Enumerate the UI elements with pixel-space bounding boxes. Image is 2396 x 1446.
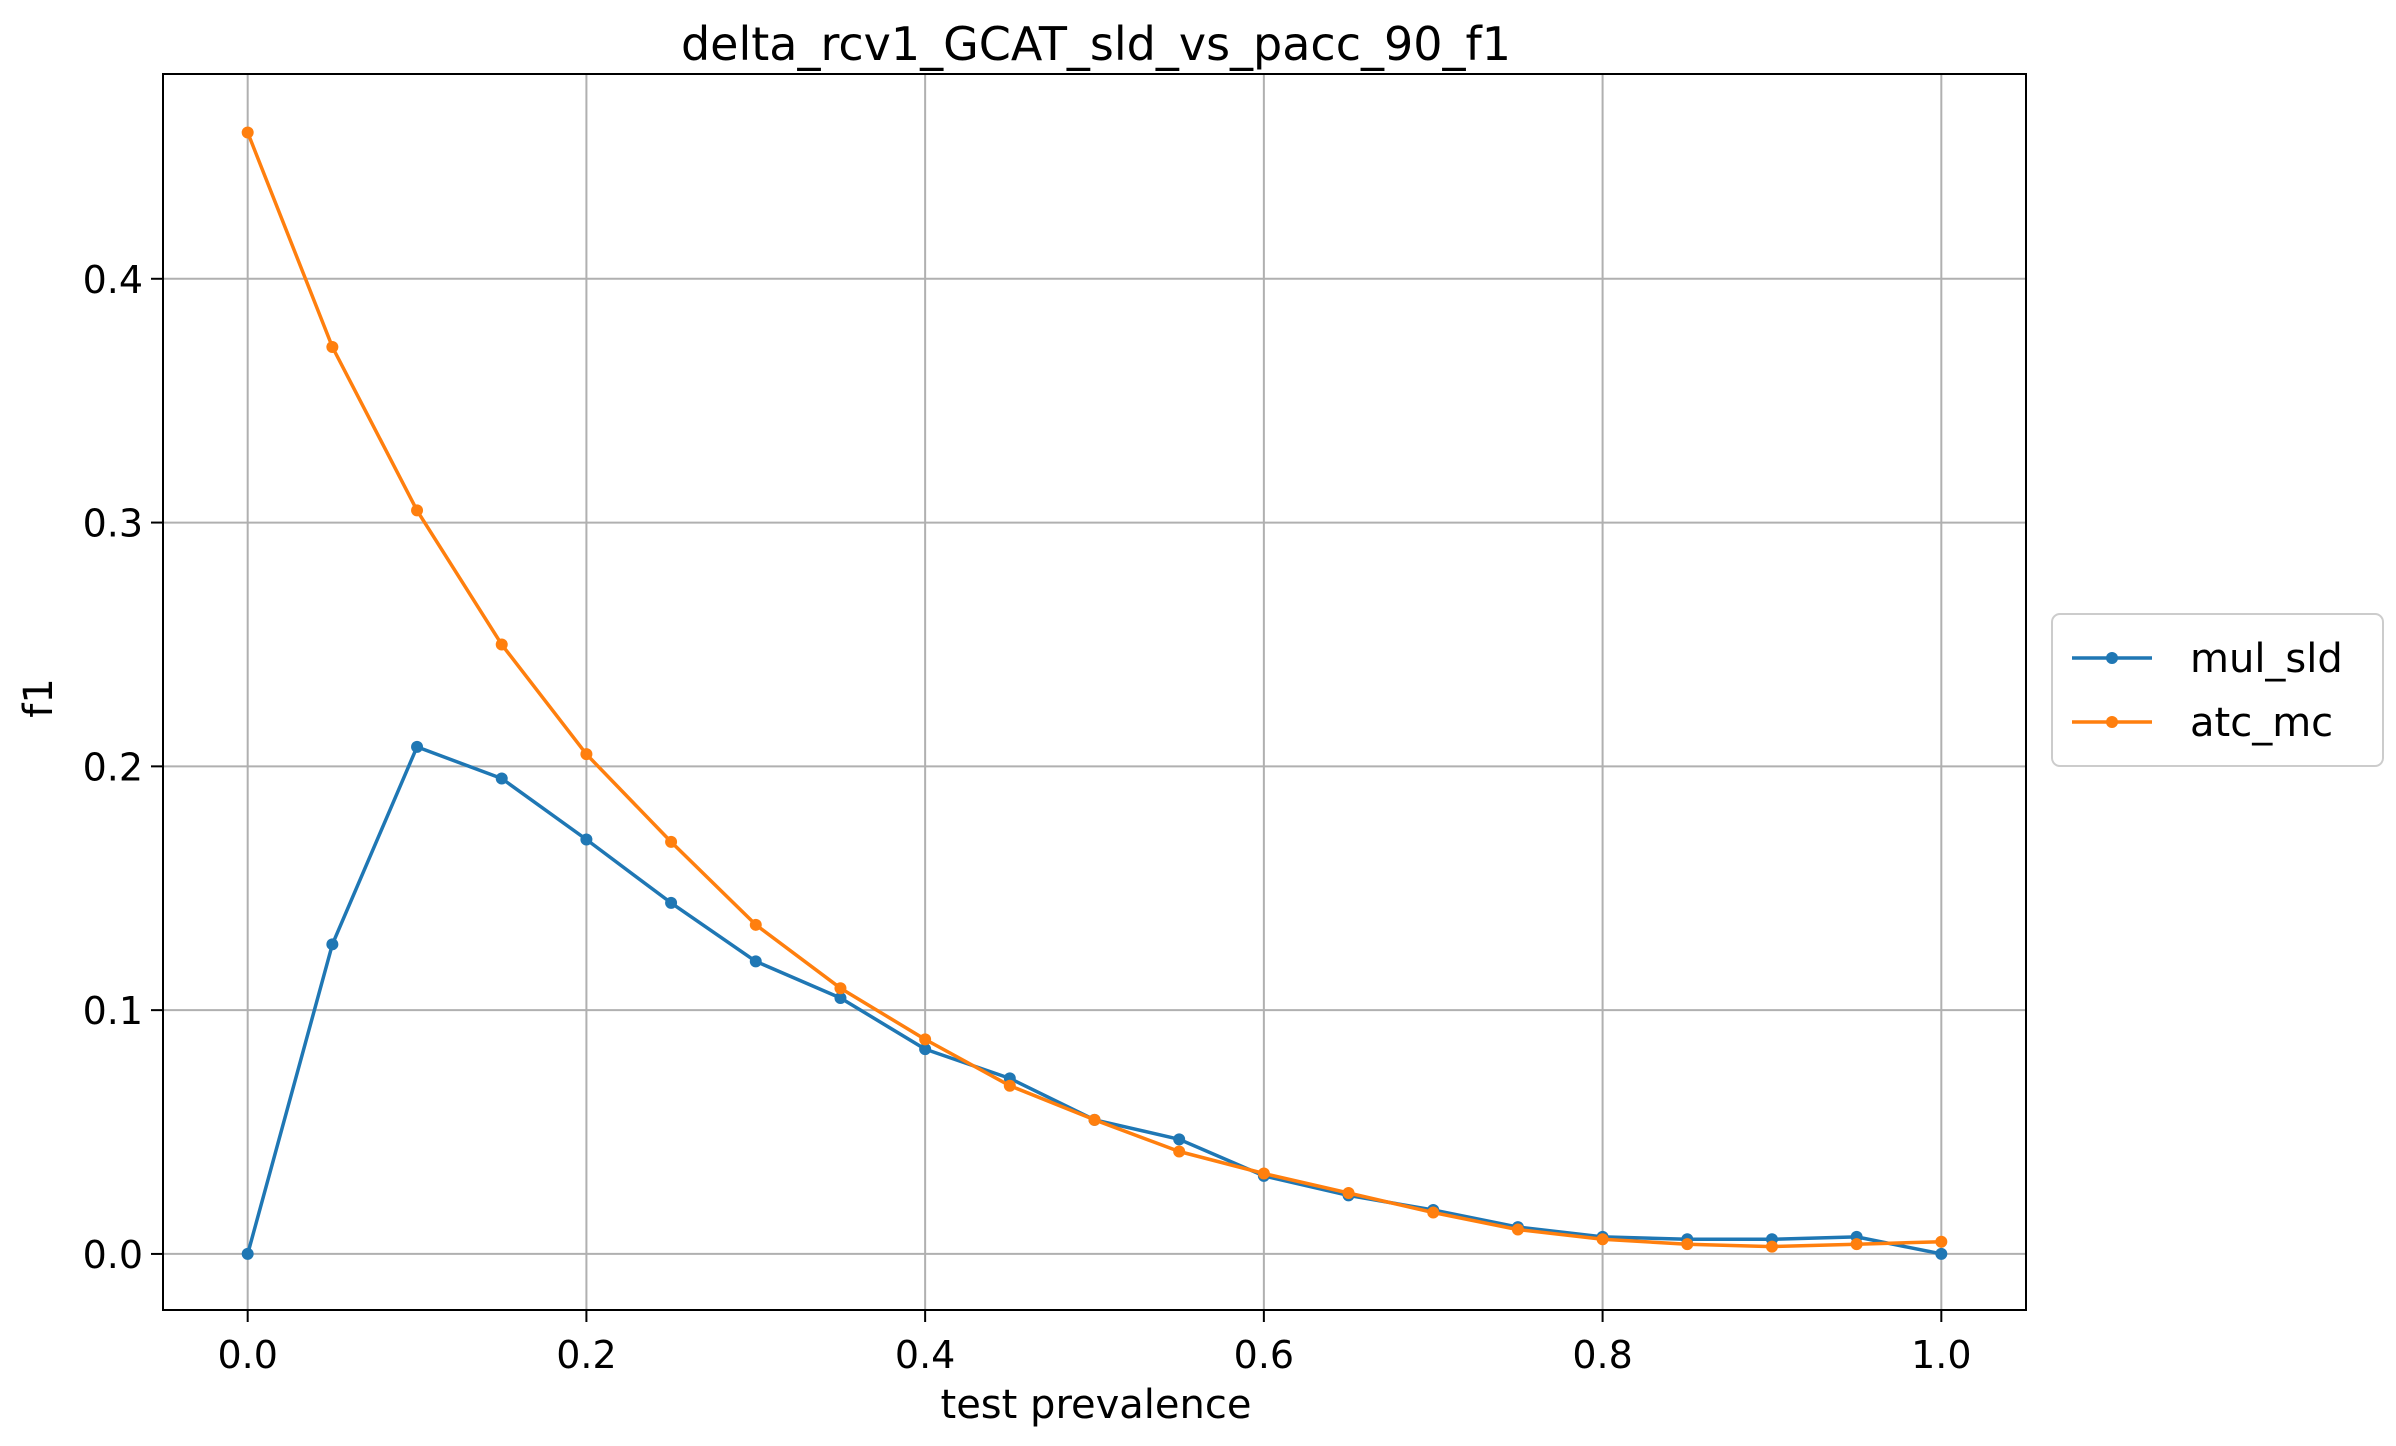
data-point-atc_mc bbox=[1173, 1145, 1186, 1158]
y-tick-label: 0.0 bbox=[83, 1233, 143, 1277]
legend-label-atc_mc: atc_mc bbox=[2190, 700, 2333, 746]
data-point-mul_sld bbox=[580, 833, 593, 846]
legend: mul_sld atc_mc bbox=[2051, 613, 2384, 767]
data-point-mul_sld bbox=[834, 991, 847, 1004]
x-tick-label: 0.8 bbox=[1572, 1333, 1632, 1377]
x-tick-label: 0.4 bbox=[895, 1333, 955, 1377]
legend-label-mul_sld: mul_sld bbox=[2190, 636, 2343, 682]
series-layer bbox=[241, 126, 1948, 1260]
data-point-atc_mc bbox=[834, 982, 847, 995]
axis-ticks: 0.0 0.2 0.4 0.6 0.8 1.0 0.0 0.1 0.2 0.3 0.4 bbox=[83, 258, 1972, 1377]
data-point-atc_mc bbox=[1596, 1233, 1609, 1246]
data-point-mul_sld bbox=[1935, 1247, 1948, 1260]
plot-frame bbox=[162, 73, 2027, 1311]
data-point-mul_sld bbox=[326, 938, 339, 951]
x-tick-label: 1.0 bbox=[1911, 1333, 1971, 1377]
data-point-mul_sld bbox=[241, 1247, 254, 1260]
legend-marker-atc_mc bbox=[2106, 716, 2118, 728]
grid bbox=[163, 74, 2026, 1310]
data-point-atc_mc bbox=[1850, 1238, 1863, 1251]
y-tick-label: 0.1 bbox=[83, 989, 143, 1033]
x-axis-label: test prevalence bbox=[941, 1382, 1252, 1428]
data-point-mul_sld bbox=[411, 740, 424, 753]
y-axis-label: f1 bbox=[16, 678, 62, 718]
data-point-atc_mc bbox=[1257, 1167, 1270, 1180]
chart-title: delta_rcv1_GCAT_sld_vs_pacc_90_f1 bbox=[681, 17, 1511, 71]
data-point-atc_mc bbox=[241, 126, 254, 139]
x-tick-label: 0.6 bbox=[1234, 1333, 1294, 1377]
data-point-atc_mc bbox=[1765, 1240, 1778, 1253]
data-point-atc_mc bbox=[1088, 1113, 1101, 1126]
data-point-atc_mc bbox=[1427, 1206, 1440, 1219]
data-point-mul_sld bbox=[1173, 1133, 1186, 1146]
data-point-atc_mc bbox=[1935, 1235, 1948, 1248]
data-point-atc_mc bbox=[919, 1033, 932, 1046]
data-point-atc_mc bbox=[665, 835, 678, 848]
data-point-atc_mc bbox=[411, 504, 424, 517]
data-point-mul_sld bbox=[919, 1043, 932, 1056]
data-point-atc_mc bbox=[580, 748, 593, 761]
x-tick-label: 0.2 bbox=[556, 1333, 616, 1377]
data-point-atc_mc bbox=[1003, 1079, 1016, 1092]
y-tick-label: 0.3 bbox=[83, 502, 143, 546]
data-point-atc_mc bbox=[495, 638, 508, 651]
legend-marker-mul_sld bbox=[2106, 652, 2118, 664]
data-point-mul_sld bbox=[749, 955, 762, 968]
data-point-atc_mc bbox=[1511, 1223, 1524, 1236]
data-point-atc_mc bbox=[326, 341, 339, 354]
x-tick-label: 0.0 bbox=[217, 1333, 277, 1377]
legend-box bbox=[2051, 613, 2384, 767]
y-tick-label: 0.4 bbox=[83, 258, 143, 302]
data-point-mul_sld bbox=[495, 772, 508, 785]
data-point-atc_mc bbox=[1681, 1238, 1694, 1251]
y-tick-label: 0.2 bbox=[83, 745, 143, 789]
data-point-atc_mc bbox=[1342, 1186, 1355, 1199]
data-point-atc_mc bbox=[749, 918, 762, 931]
data-point-mul_sld bbox=[665, 896, 678, 909]
